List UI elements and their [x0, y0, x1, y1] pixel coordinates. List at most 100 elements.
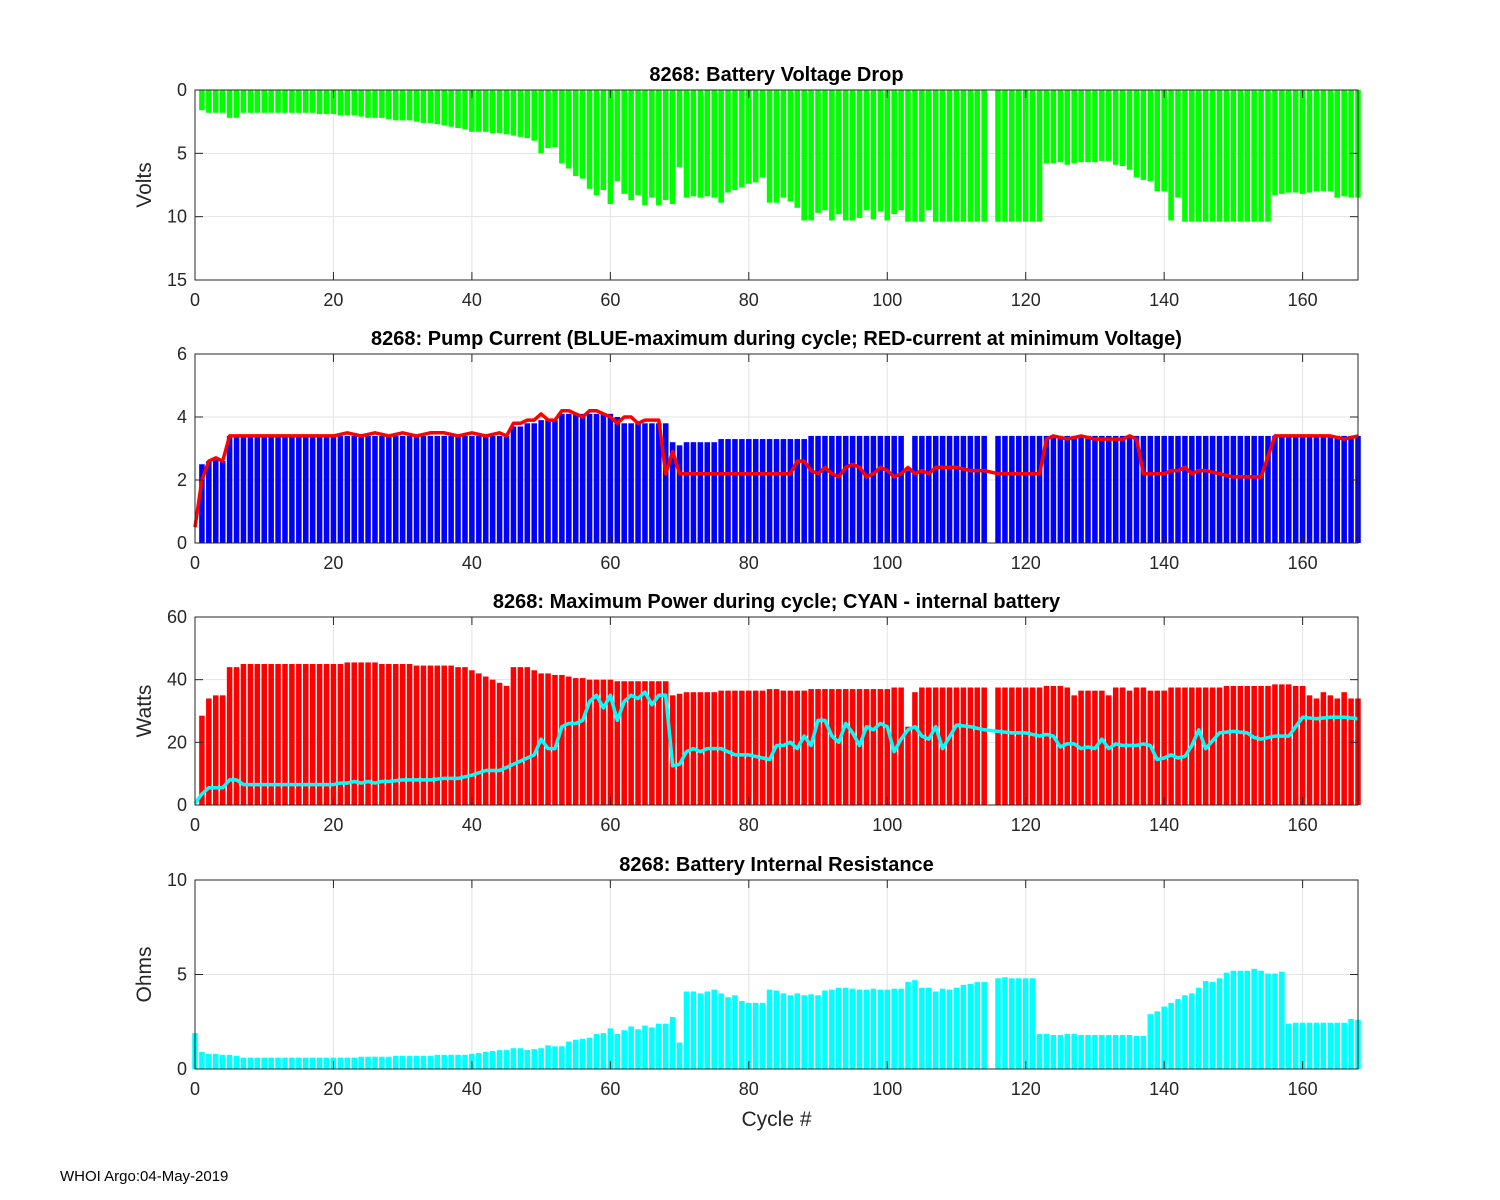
bar	[1022, 90, 1029, 222]
bar	[628, 90, 634, 201]
bar	[649, 423, 655, 543]
bar	[455, 667, 461, 805]
bar	[1272, 90, 1278, 196]
bar	[1016, 90, 1022, 222]
bar	[739, 690, 745, 805]
y-tick-label: 0	[177, 1059, 187, 1079]
bar	[1258, 90, 1264, 222]
bar	[974, 687, 981, 805]
x-tick-label: 60	[600, 815, 620, 835]
bar	[849, 90, 856, 221]
x-tick-label: 160	[1288, 290, 1318, 310]
bar	[538, 420, 544, 543]
bar	[690, 991, 697, 1069]
bar	[635, 1029, 641, 1069]
bar	[1078, 435, 1084, 543]
bar	[752, 90, 759, 183]
bar	[898, 988, 904, 1069]
bar	[1299, 90, 1306, 194]
bar	[282, 435, 288, 543]
bar	[1022, 435, 1029, 543]
bar	[212, 695, 219, 805]
bar	[233, 90, 240, 118]
bar	[842, 987, 849, 1069]
bar	[579, 1038, 586, 1069]
bar	[1043, 90, 1050, 164]
bar	[392, 435, 399, 543]
bar	[1140, 687, 1147, 805]
bar	[1244, 685, 1251, 805]
footer-stamp: WHOI Argo:04-May-2019	[60, 1168, 229, 1185]
bar	[566, 676, 572, 805]
bar	[226, 667, 233, 805]
bar	[960, 984, 967, 1069]
bar	[427, 665, 434, 805]
bar	[746, 90, 752, 184]
bar	[815, 90, 821, 213]
bar	[1085, 435, 1091, 543]
bar	[593, 679, 600, 805]
bar	[1078, 1034, 1084, 1069]
bar	[489, 435, 496, 543]
bar	[1002, 977, 1008, 1069]
bar	[199, 90, 205, 111]
x-tick-label: 160	[1288, 553, 1318, 573]
bar	[759, 1002, 766, 1069]
bar	[275, 435, 281, 543]
bar	[1237, 435, 1244, 543]
bar	[386, 1056, 392, 1069]
bar	[406, 435, 413, 543]
bar	[302, 664, 309, 805]
bar	[1099, 90, 1105, 161]
bar	[953, 90, 960, 222]
bar	[842, 90, 849, 221]
bar	[926, 687, 932, 805]
bar	[752, 1002, 759, 1069]
series-line	[193, 408, 1359, 528]
bar	[926, 90, 932, 211]
bar	[420, 435, 427, 543]
bar	[496, 90, 503, 134]
bar	[199, 715, 205, 805]
bar	[912, 435, 918, 543]
bar	[1119, 1034, 1126, 1069]
bar	[476, 90, 482, 132]
bar	[427, 1055, 434, 1069]
bar	[199, 464, 205, 543]
bar	[1119, 90, 1126, 166]
bar	[600, 679, 607, 805]
bar	[1016, 435, 1022, 543]
bar	[386, 90, 392, 120]
bar	[1265, 685, 1271, 805]
chart-title: 8268: Battery Internal Resistance	[619, 854, 934, 876]
bar	[496, 682, 503, 805]
bar	[1140, 435, 1147, 543]
bar	[219, 1054, 226, 1069]
bar	[946, 435, 953, 543]
bar	[268, 664, 274, 805]
bar	[268, 1057, 274, 1069]
x-tick-label: 40	[462, 290, 482, 310]
bar	[579, 678, 586, 805]
series-line	[193, 690, 1359, 805]
bar	[1251, 90, 1257, 222]
bar	[898, 435, 904, 543]
axes-frame	[194, 89, 1359, 281]
bar	[406, 664, 413, 805]
bar	[967, 983, 974, 1069]
bar	[1009, 978, 1015, 1069]
bar	[676, 445, 683, 543]
bar	[683, 442, 690, 543]
bar	[358, 90, 364, 117]
bar	[656, 681, 662, 805]
bar	[1050, 685, 1057, 805]
bar	[656, 1023, 662, 1069]
bar	[725, 90, 731, 193]
x-tick-label: 20	[323, 1079, 343, 1099]
bar	[1119, 435, 1126, 543]
bar	[1175, 687, 1181, 805]
y-tick-label: 4	[177, 407, 187, 427]
bar	[309, 664, 316, 805]
bar	[1313, 90, 1320, 192]
bar	[365, 435, 371, 543]
